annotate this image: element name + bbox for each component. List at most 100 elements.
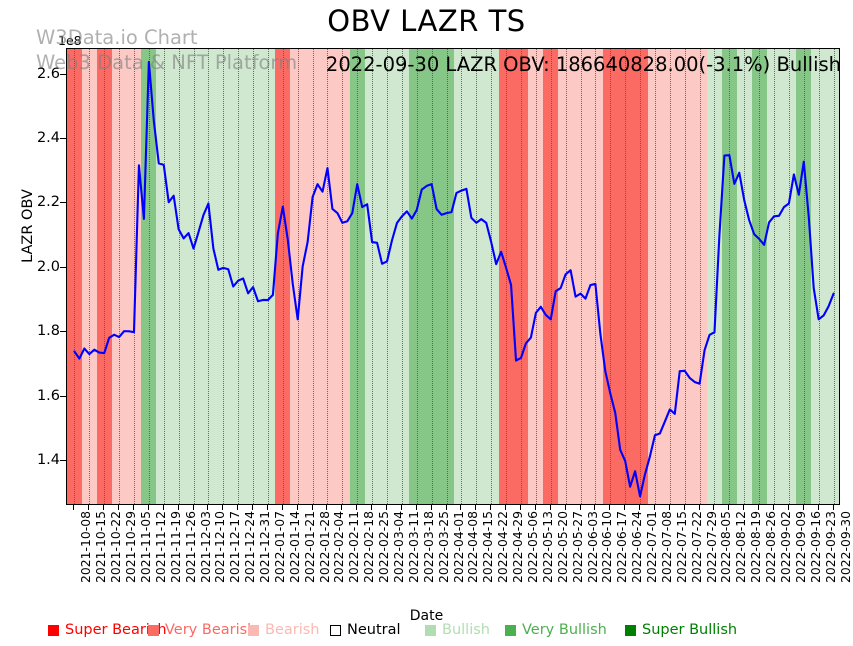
y-axis-tick-label: 1.6 <box>36 387 60 404</box>
x-axis-tick-label: 2022-09-16 <box>807 511 823 584</box>
x-axis-tick-label: 2021-11-05 <box>137 511 153 584</box>
x-axis-tick-mark <box>594 505 596 510</box>
x-axis-tick-label: 2022-02-11 <box>346 511 362 584</box>
x-axis-tick-mark <box>326 505 328 510</box>
x-axis-tick-mark <box>639 505 641 510</box>
obv-series-line <box>73 60 835 498</box>
x-axis-tick-label: 2021-11-19 <box>167 511 183 584</box>
x-axis-tick-label: 2022-01-07 <box>271 511 287 584</box>
x-axis-tick-label: 2022-09-23 <box>822 511 838 584</box>
legend-entry[interactable]: Super Bullish <box>625 620 737 640</box>
x-axis-tick-mark <box>698 505 700 510</box>
sentiment-band <box>826 49 839 504</box>
x-axis-tick-label: 2022-05-06 <box>524 511 540 584</box>
x-axis-tick-mark <box>371 505 373 510</box>
x-axis-tick-mark <box>475 505 477 510</box>
x-axis-tick-mark <box>445 505 447 510</box>
legend-swatch <box>330 624 341 636</box>
legend-entry[interactable]: Super Bearish <box>48 620 167 640</box>
legend-label: Very Bearish <box>165 621 257 638</box>
x-axis-tick-label: 2022-05-13 <box>539 511 555 584</box>
y-axis-tick-mark <box>60 395 66 397</box>
y-axis-tick-label: 2.0 <box>36 258 60 275</box>
y-axis-tick-label: 1.4 <box>36 451 60 468</box>
x-axis-tick-label: 2022-04-01 <box>450 511 466 584</box>
x-axis-tick-mark <box>103 505 105 510</box>
y-axis-tick-mark <box>60 138 66 140</box>
x-axis-tick-label: 2022-09-02 <box>778 511 794 584</box>
x-axis-tick-label: 2022-08-12 <box>733 511 749 584</box>
y-axis-tick-mark <box>60 202 66 204</box>
x-axis-tick-mark <box>817 505 819 510</box>
x-axis-tick-label: 2021-10-29 <box>123 511 139 584</box>
x-axis-tick-mark <box>773 505 775 510</box>
x-axis-tick-label: 2022-07-15 <box>673 511 689 584</box>
x-axis-tick-label: 2022-08-26 <box>763 511 779 584</box>
y-axis-tick-mark <box>60 459 66 461</box>
x-axis-tick-label: 2022-03-04 <box>391 511 407 584</box>
y-axis-tick-mark <box>60 73 66 75</box>
x-axis-tick-label: 2022-09-09 <box>792 511 808 584</box>
x-axis-tick-label: 2022-03-18 <box>420 511 436 584</box>
legend-entry[interactable]: Neutral <box>330 620 401 640</box>
legend-swatch <box>248 624 259 636</box>
legend-entry[interactable]: Very Bullish <box>505 620 607 640</box>
y-axis-tick-mark <box>60 266 66 268</box>
x-axis-tick-label: 2022-04-29 <box>510 511 526 584</box>
x-axis-tick-label: 2022-01-14 <box>286 511 302 584</box>
legend-swatch <box>505 624 516 636</box>
x-axis-tick-mark <box>281 505 283 510</box>
x-axis-tick-mark <box>832 505 834 510</box>
y-axis-tick-mark <box>60 331 66 333</box>
chart-title: OBV LAZR TS <box>327 4 526 38</box>
x-axis-tick-label: 2022-06-10 <box>599 511 615 584</box>
x-axis-tick-mark <box>266 505 268 510</box>
x-axis-tick-label: 2022-06-24 <box>629 511 645 584</box>
legend-swatch <box>425 624 436 636</box>
x-axis-tick-label: 2022-09-30 <box>837 511 853 584</box>
legend-label: Very Bullish <box>522 621 607 638</box>
x-axis-tick-mark <box>88 505 90 510</box>
x-axis-tick-label: 2022-04-15 <box>480 511 496 584</box>
x-axis-tick-mark <box>415 505 417 510</box>
legend-entry[interactable]: Bullish <box>425 620 490 640</box>
x-axis-tick-mark <box>490 505 492 510</box>
x-axis-tick-label: 2022-05-27 <box>569 511 585 584</box>
x-axis-tick-label: 2021-12-17 <box>227 511 243 584</box>
x-axis-tick-mark <box>162 505 164 510</box>
x-axis-tick-mark <box>147 505 149 510</box>
y-axis-tick-label: 2.4 <box>36 130 60 147</box>
x-axis-tick-mark <box>192 505 194 510</box>
plot-area <box>66 48 840 505</box>
y-axis-tick-label: 1.8 <box>36 323 60 340</box>
x-axis-tick-mark <box>624 505 626 510</box>
x-axis-tick-label: 2021-12-31 <box>257 511 273 584</box>
x-axis-label: Date <box>409 608 444 624</box>
legend-entry[interactable]: Bearish <box>248 620 320 640</box>
data-line-layer <box>67 49 839 504</box>
x-axis-tick-mark <box>430 505 432 510</box>
x-axis-tick-mark <box>519 505 521 510</box>
legend-entry[interactable]: Very Bearish <box>148 620 256 640</box>
x-axis-tick-label: 2021-12-03 <box>197 511 213 584</box>
x-axis-tick-label: 2022-02-18 <box>361 511 377 584</box>
x-axis-tick-label: 2021-12-10 <box>212 511 228 584</box>
x-axis-tick-mark <box>728 505 730 510</box>
x-axis-tick-label: 2021-10-08 <box>78 511 94 584</box>
chart-legend: Super Bearish Very Bearish Bearish Neutral B… <box>0 620 853 642</box>
x-axis-ticks: 2021-10-08 2021-10-15 2021-10-22 2021-10-29… <box>0 511 853 606</box>
x-axis-tick-label: 2022-06-03 <box>584 511 600 584</box>
x-axis-tick-mark <box>73 505 75 510</box>
x-axis-tick-label: 2021-11-26 <box>182 511 198 584</box>
x-axis-tick-mark <box>132 505 134 510</box>
y-axis-exponent-label: 1e8 <box>58 33 82 48</box>
y-axis-tick-label: 2.6 <box>36 65 60 82</box>
x-axis-tick-mark <box>743 505 745 510</box>
x-axis-tick-label: 2021-12-24 <box>242 511 258 584</box>
x-axis-tick-mark <box>579 505 581 510</box>
x-axis-tick-mark <box>177 505 179 510</box>
x-axis-tick-label: 2022-02-04 <box>331 511 347 584</box>
x-axis-tick-label: 2022-08-05 <box>718 511 734 584</box>
legend-swatch <box>148 624 159 636</box>
x-axis-tick-mark <box>356 505 358 510</box>
